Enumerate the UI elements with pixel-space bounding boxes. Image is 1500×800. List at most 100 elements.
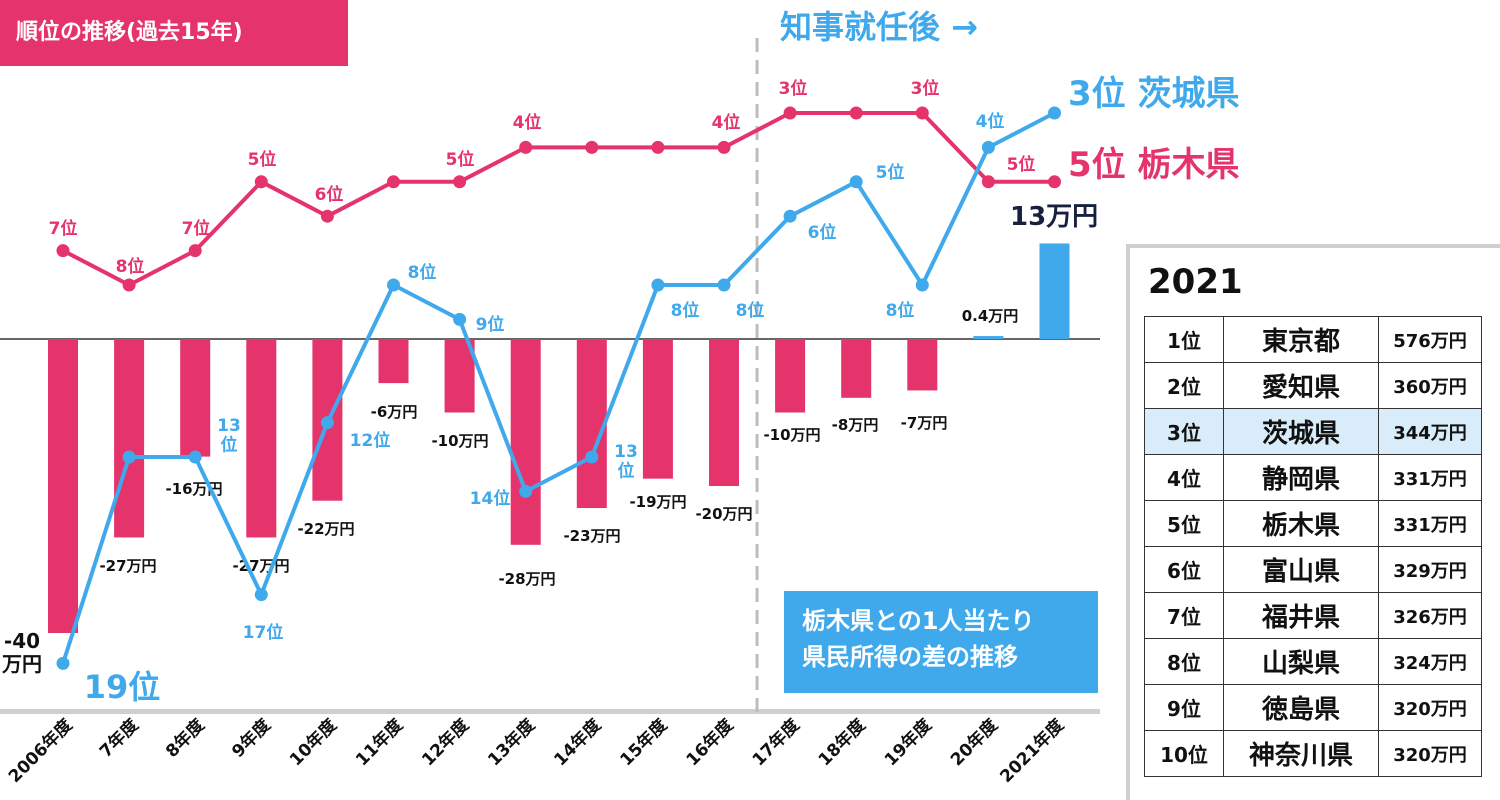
tochigi-point bbox=[1048, 175, 1061, 189]
info-line-2: 県民所得の差の推移 bbox=[802, 643, 1018, 671]
legend-tochigi: 5位 栃木県 bbox=[1068, 145, 1240, 185]
ibaraki-point bbox=[717, 278, 731, 292]
ranking-rank: 7位 bbox=[1144, 592, 1224, 639]
gap-bar-label: -19万円 bbox=[629, 493, 686, 511]
tochigi-point bbox=[783, 106, 797, 120]
gap-bar-label: -20万円 bbox=[695, 505, 752, 523]
tochigi-rank-label: 8位 bbox=[116, 256, 145, 277]
gap-bar bbox=[444, 339, 475, 413]
ranking-income: 331万円 bbox=[1378, 500, 1482, 547]
ranking-rank: 8位 bbox=[1144, 638, 1224, 685]
ibaraki-rank-label: 4位 bbox=[976, 111, 1005, 132]
gap-bar-label: -27万円 bbox=[232, 557, 289, 575]
ibaraki-point bbox=[651, 278, 665, 292]
tochigi-point bbox=[122, 278, 136, 292]
tochigi-point bbox=[915, 106, 929, 120]
gap-bar bbox=[246, 339, 277, 538]
gap-bar bbox=[973, 336, 1004, 339]
tochigi-point bbox=[320, 209, 334, 223]
tochigi-line bbox=[62, 111, 1055, 287]
gap-bar-label: -28万円 bbox=[498, 570, 555, 588]
tochigi-point bbox=[849, 106, 863, 120]
gap-bar-label: -27万円 bbox=[99, 557, 156, 575]
ibaraki-point bbox=[915, 278, 929, 292]
ranking-prefecture: 富山県 bbox=[1223, 546, 1379, 593]
tochigi-rank-label: 4位 bbox=[513, 112, 542, 133]
ranking-rank: 9位 bbox=[1144, 684, 1224, 731]
ranking-prefecture: 東京都 bbox=[1223, 316, 1379, 363]
gap-bar-label: -40 万円 bbox=[1, 629, 42, 676]
tochigi-rank-label: 7位 bbox=[49, 218, 78, 239]
ibaraki-point bbox=[585, 450, 599, 464]
ranking-rank: 3位 bbox=[1144, 408, 1224, 455]
gap-bar bbox=[48, 339, 78, 633]
ibaraki-point bbox=[981, 140, 995, 154]
ranking-row: 4位 静岡県 331万円 bbox=[1144, 454, 1482, 501]
gap-bar bbox=[709, 339, 739, 486]
ranking-row: 9位 徳島県 320万円 bbox=[1144, 684, 1482, 731]
ranking-prefecture: 茨城県 bbox=[1223, 408, 1379, 455]
tochigi-point bbox=[188, 244, 202, 258]
ibaraki-point bbox=[387, 278, 400, 292]
ibaraki-point bbox=[254, 588, 268, 602]
ibaraki-rank-label: 13 位 bbox=[614, 442, 638, 482]
x-tick-label: 7年度 bbox=[95, 714, 143, 762]
gap-bar-label: -6万円 bbox=[371, 403, 418, 421]
ranking-prefecture: 山梨県 bbox=[1223, 638, 1379, 685]
ibaraki-rank-label: 13 位 bbox=[217, 416, 241, 456]
ibaraki-point bbox=[453, 312, 467, 326]
x-axis-band bbox=[0, 709, 1100, 714]
tochigi-point bbox=[56, 244, 70, 258]
x-tick-label: 13年度 bbox=[484, 714, 540, 770]
ibaraki-point bbox=[122, 450, 136, 464]
ranking-income: 329万円 bbox=[1378, 546, 1482, 593]
ranking-rank: 5位 bbox=[1144, 500, 1224, 547]
gap-bar bbox=[775, 339, 806, 413]
ranking-rank: 1位 bbox=[1144, 316, 1224, 363]
ranking-row: 3位 茨城県 344万円 bbox=[1144, 408, 1482, 455]
ibaraki-point bbox=[56, 656, 70, 670]
x-tick-label: 2006年度 bbox=[4, 714, 77, 787]
ranking-rank: 6位 bbox=[1144, 546, 1224, 593]
ranking-prefecture: 徳島県 bbox=[1223, 684, 1379, 731]
gap-bar-label: -10万円 bbox=[431, 432, 488, 450]
ibaraki-rank-label: 5位 bbox=[876, 162, 905, 183]
x-tick-label: 20年度 bbox=[946, 714, 1002, 770]
ranking-income: 320万円 bbox=[1378, 730, 1482, 777]
ranking-prefecture: 福井県 bbox=[1223, 592, 1379, 639]
gap-bar bbox=[576, 339, 607, 509]
chart-title: 順位の推移(過去15年) bbox=[0, 0, 348, 66]
tochigi-rank-label: 5位 bbox=[446, 149, 475, 170]
gap-bar-label: 0.4万円 bbox=[962, 307, 1019, 325]
tochigi-rank-label: 5位 bbox=[1007, 154, 1036, 175]
ranking-row: 6位 富山県 329万円 bbox=[1144, 546, 1482, 593]
tochigi-point bbox=[453, 175, 467, 189]
x-tick-label: 12年度 bbox=[418, 714, 474, 770]
tochigi-point bbox=[585, 140, 599, 154]
gap-bar-label: -7万円 bbox=[901, 414, 948, 432]
legend-ibaraki: 3位 茨城県 bbox=[1068, 74, 1240, 114]
ranking-income: 326万円 bbox=[1378, 592, 1482, 639]
gap-bar bbox=[114, 339, 145, 538]
ranking-prefecture: 栃木県 bbox=[1223, 500, 1379, 547]
tochigi-rank-label: 4位 bbox=[712, 112, 741, 133]
ranking-panel: 2021 1位 東京都 576万円 2位 愛知県 360万円 3位 茨城県 344万円 4位 静岡県… bbox=[1126, 244, 1500, 800]
ibaraki-line bbox=[61, 111, 1056, 665]
ranking-income: 324万円 bbox=[1378, 638, 1482, 685]
tochigi-rank-label: 6位 bbox=[315, 184, 344, 205]
ranking-row: 10位 神奈川県 320万円 bbox=[1144, 730, 1482, 777]
ibaraki-rank-label: 8位 bbox=[736, 300, 765, 321]
x-tick-label: 9年度 bbox=[228, 714, 276, 762]
x-tick-label: 8年度 bbox=[161, 714, 209, 762]
tochigi-point bbox=[717, 140, 731, 154]
ibaraki-rank-label: 8位 bbox=[671, 300, 700, 321]
ibaraki-point bbox=[320, 416, 334, 430]
ibaraki-rank-label: 17位 bbox=[243, 622, 284, 643]
tochigi-point bbox=[387, 175, 400, 189]
ranking-year: 2021 bbox=[1148, 262, 1243, 302]
ibaraki-point bbox=[519, 484, 533, 498]
after-governor-label: 知事就任後 → bbox=[780, 8, 978, 46]
ibaraki-rank-label: 6位 bbox=[808, 222, 837, 243]
tochigi-point bbox=[519, 140, 533, 154]
